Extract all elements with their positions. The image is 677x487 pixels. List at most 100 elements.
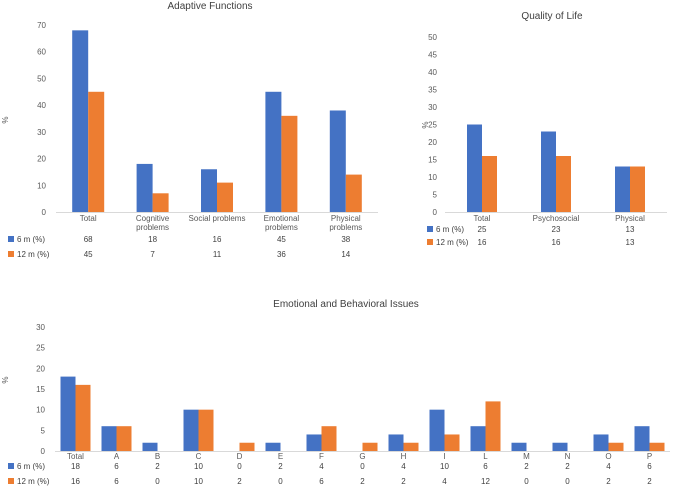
bar-6m [470,426,486,451]
bar-12m [482,156,497,212]
y-axis-label: % [1,116,10,123]
bar-6m [615,166,630,212]
x-category-label: B [155,452,160,461]
x-category-label: F [319,452,324,461]
bar-6m [60,376,76,451]
table-value-12m: 4 [442,477,447,486]
bar-6m [136,163,153,212]
y-tick-label: 10 [36,406,45,415]
table-value-6m: 4 [606,462,611,471]
bar-12m [630,166,645,212]
legend-label-12m: 12 m (%) [17,477,50,486]
x-category-label: O [605,452,611,461]
legend-key-6m [427,226,433,232]
x-category-label: M [523,452,530,461]
x-category-label: Physical [615,214,645,223]
table-value-12m: 45 [84,250,93,259]
table-value-6m: 18 [71,462,80,471]
table-value-12m: 16 [478,238,487,247]
x-category-label: Physical problems [329,214,362,232]
bar-6m [634,426,650,451]
y-tick-label: 20 [37,155,46,164]
legend-label-12m: 12 m (%) [17,250,50,259]
legend-key-12m [427,239,433,245]
y-tick-label: 40 [37,101,46,110]
bar-6m [329,110,346,212]
table-value-6m: 2 [565,462,570,471]
bar-12m [362,442,378,451]
legend-label-12m: 12 m (%) [436,238,469,247]
table-value-6m: 4 [401,462,406,471]
x-category-label: G [359,452,365,461]
bar-12m [321,426,337,451]
x-category-label: H [401,452,407,461]
chart-title: Quality of Life [521,11,583,22]
x-category-label: N [565,452,571,461]
legend-key-6m [8,463,14,469]
table-value-6m: 25 [478,225,487,234]
bar-6m [72,30,89,212]
table-value-12m: 13 [626,238,635,247]
y-tick-label: 20 [428,138,437,147]
y-axis-label: % [1,376,10,383]
bar-6m [265,91,282,212]
x-category-label: I [443,452,445,461]
legend-label-6m: 6 m (%) [17,235,45,244]
y-tick-label: 25 [36,344,45,353]
bar-6m [201,169,217,212]
bar-6m [541,131,556,212]
table-value-12m: 11 [213,250,222,259]
bar-12m [444,434,460,451]
table-value-12m: 2 [401,477,406,486]
x-category-label: D [237,452,243,461]
y-tick-label: 0 [433,208,438,217]
table-value-6m: 2 [155,462,160,471]
table-value-12m: 0 [524,477,529,486]
y-tick-label: 5 [433,191,438,200]
y-tick-label: 60 [37,48,46,57]
y-tick-label: 25 [428,121,437,130]
bar-6m [388,434,404,451]
bar-6m [142,442,158,451]
ebi-chart: Emotional and Behavioral Issues%05101520… [1,299,670,486]
bar-12m [556,156,571,212]
y-tick-label: 30 [36,323,45,332]
table-value-12m: 0 [155,477,160,486]
table-value-12m: 2 [360,477,365,486]
x-category-label: Psychosocial [533,214,580,223]
table-value-6m: 16 [213,235,222,244]
y-tick-label: 45 [428,51,437,60]
y-tick-label: 15 [428,156,437,165]
table-value-6m: 10 [194,462,203,471]
table-value-12m: 14 [341,250,350,259]
x-category-label: Total [80,214,97,223]
bar-6m [429,409,445,451]
bar-6m [265,442,281,451]
table-value-12m: 36 [277,250,286,259]
table-value-12m: 7 [150,250,155,259]
table-value-12m: 2 [237,477,242,486]
y-tick-label: 40 [428,68,437,77]
table-value-6m: 68 [84,235,93,244]
table-value-6m: 4 [319,462,324,471]
bar-12m [281,115,298,212]
table-value-6m: 6 [114,462,119,471]
y-tick-label: 10 [37,181,46,190]
legend-key-6m [8,236,14,242]
x-category-label: Total [67,452,84,461]
bar-12m [485,401,501,451]
bar-6m [183,409,199,451]
chart-title: Adaptive Functions [167,1,252,12]
bar-12m [152,193,169,212]
table-value-12m: 2 [647,477,652,486]
table-value-6m: 2 [524,462,529,471]
table-value-6m: 6 [647,462,652,471]
y-tick-label: 50 [37,74,46,83]
y-tick-label: 30 [428,103,437,112]
bar-6m [467,124,482,212]
x-category-label: Cognitive problems [136,214,170,232]
y-tick-label: 35 [428,86,437,95]
y-tick-label: 20 [36,364,45,373]
y-tick-label: 10 [428,173,437,182]
